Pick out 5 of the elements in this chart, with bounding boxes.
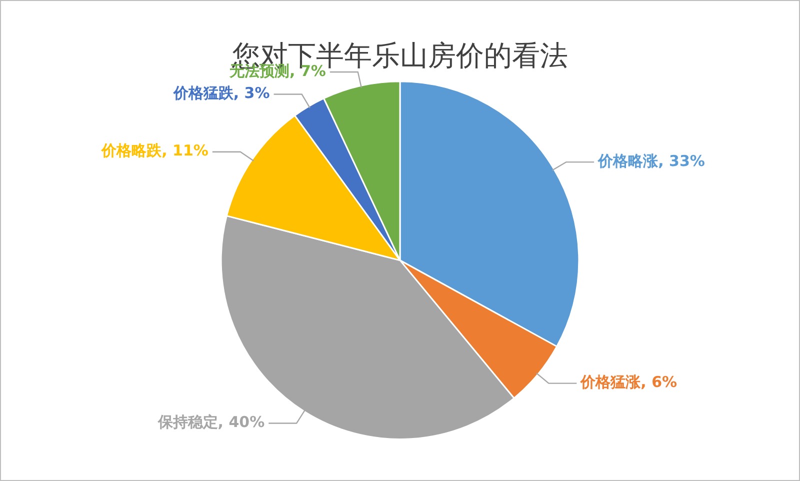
slice-label: 价格略跌, 11% — [100, 142, 208, 160]
slice-label: 价格略涨, 33% — [597, 152, 705, 170]
slice-label: 价格猛跌, 3% — [172, 84, 270, 102]
slice-label: 保持稳定, 40% — [156, 413, 265, 432]
slice-label: 价格猛涨, 6% — [580, 373, 678, 392]
